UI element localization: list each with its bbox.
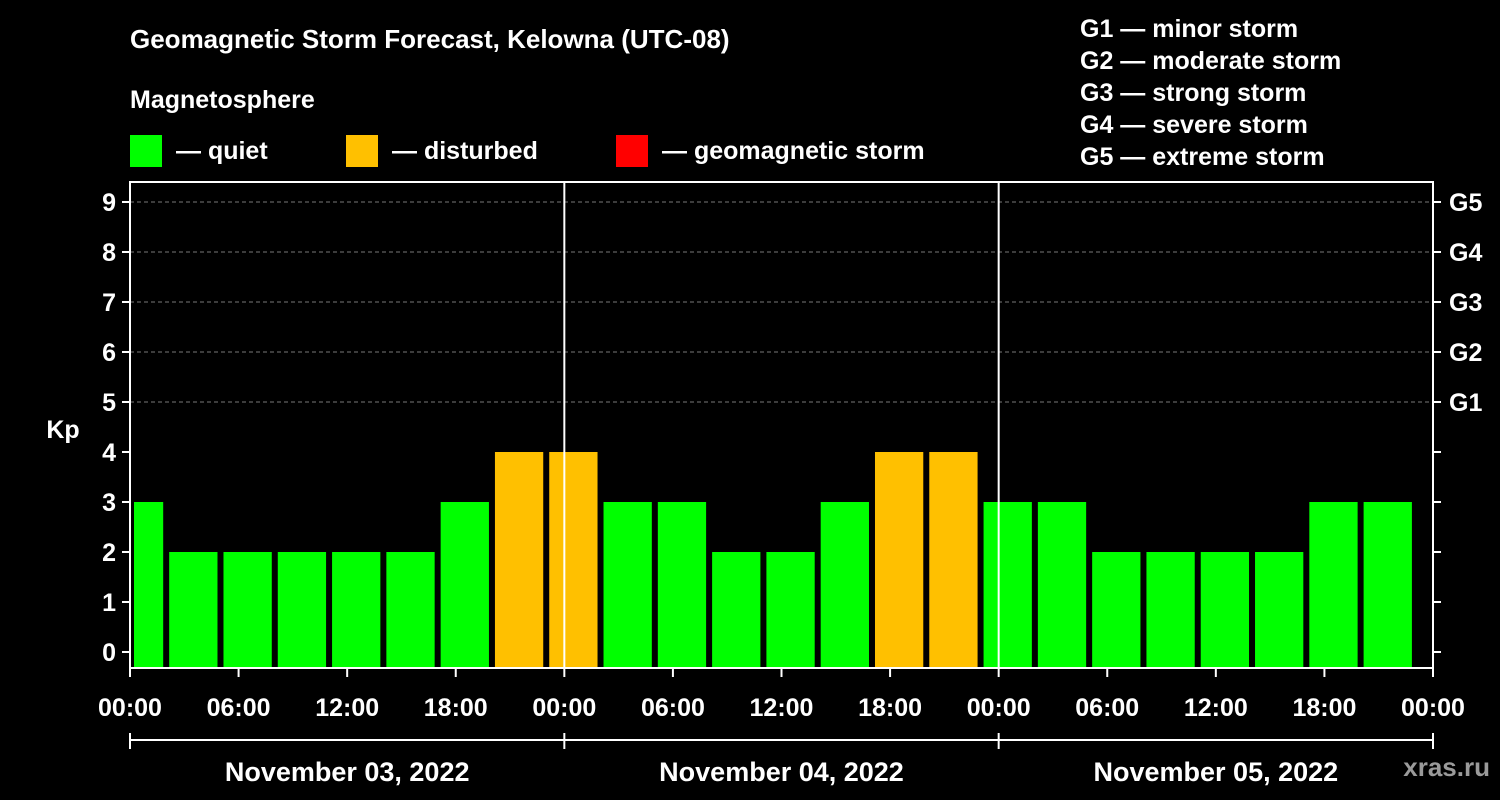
legend-swatch-disturbed: [346, 135, 378, 167]
legend-swatch-storm: [616, 135, 648, 167]
legend-item-disturbed: — disturbed: [346, 134, 538, 168]
kp-bar: [277, 552, 327, 668]
x-tick-label: 00:00: [532, 694, 596, 722]
g-level-label: G5: [1449, 189, 1482, 217]
x-tick-label: 00:00: [967, 694, 1031, 722]
y-tick-label: 2: [102, 539, 116, 567]
kp-bar: [657, 502, 707, 668]
x-tick-label: 00:00: [1401, 694, 1465, 722]
kp-bar: [603, 502, 652, 668]
legend-label-quiet: — quiet: [176, 136, 268, 165]
g-level-label: G2: [1449, 339, 1482, 367]
x-tick-label: 06:00: [207, 694, 271, 722]
y-axis-label: Kp: [46, 416, 79, 444]
x-tick-label: 06:00: [1075, 694, 1139, 722]
chart-title: Geomagnetic Storm Forecast, Kelowna (UTC…: [130, 24, 730, 54]
y-tick-label: 7: [102, 289, 116, 317]
kp-bar: [386, 552, 435, 668]
y-tick-label: 5: [102, 389, 116, 417]
kp-bar: [929, 452, 978, 668]
y-tick-label: 3: [102, 489, 116, 517]
x-tick-label: 00:00: [98, 694, 162, 722]
kp-bar: [332, 552, 381, 668]
date-label: November 04, 2022: [659, 757, 904, 787]
kp-bar: [134, 502, 164, 668]
kp-bar: [983, 502, 1032, 668]
g-level-label: G4: [1449, 239, 1482, 267]
y-tick-label: 1: [102, 589, 116, 617]
x-tick-label: 12:00: [1184, 694, 1248, 722]
kp-bar: [1092, 552, 1141, 668]
kp-bar: [1037, 502, 1087, 668]
y-tick-label: 4: [102, 439, 116, 467]
storm-scale-legend: G1 — minor storm G2 — moderate storm G3 …: [1080, 13, 1341, 173]
y-tick-label: 6: [102, 339, 116, 367]
kp-bar: [169, 552, 218, 668]
kp-bar: [1309, 502, 1358, 668]
storm-scale-g1: G1 — minor storm: [1080, 15, 1299, 43]
watermark: xras.ru: [1403, 752, 1490, 782]
g-level-label: G1: [1449, 389, 1482, 417]
kp-bar: [440, 502, 489, 668]
legend-item-quiet: — quiet: [130, 134, 268, 168]
storm-scale-g5: G5 — extreme storm: [1080, 143, 1325, 171]
kp-bar: [820, 502, 869, 668]
legend-label-disturbed: — disturbed: [392, 136, 538, 165]
storm-scale-g2: G2 — moderate storm: [1080, 47, 1342, 75]
storm-scale-g3: G3 — strong storm: [1080, 79, 1307, 107]
x-tick-label: 18:00: [1292, 694, 1356, 722]
g-level-label: G3: [1449, 289, 1482, 317]
storm-scale-g4: G4 — severe storm: [1080, 111, 1308, 139]
kp-bar: [766, 552, 815, 668]
kp-bar: [1146, 552, 1195, 668]
kp-bar: [494, 452, 544, 668]
kp-bar: [223, 552, 272, 668]
date-label: November 03, 2022: [225, 757, 470, 787]
kp-bar: [874, 452, 924, 668]
magnetosphere-heading: Magnetosphere: [130, 86, 315, 114]
kp-bar: [1200, 552, 1250, 668]
y-tick-label: 8: [102, 239, 116, 267]
y-tick-label: 9: [102, 189, 116, 217]
legend-swatch-quiet: [130, 135, 162, 167]
x-tick-label: 18:00: [424, 694, 488, 722]
kp-bar: [1363, 502, 1412, 668]
kp-bar: [1255, 552, 1304, 668]
legend-label-storm: — geomagnetic storm: [662, 136, 925, 165]
kp-bar: [712, 552, 761, 668]
x-tick-label: 12:00: [315, 694, 379, 722]
date-label: November 05, 2022: [1094, 757, 1339, 787]
x-tick-label: 06:00: [641, 694, 705, 722]
x-tick-label: 18:00: [858, 694, 922, 722]
x-tick-label: 12:00: [750, 694, 814, 722]
legend-item-storm: — geomagnetic storm: [616, 134, 925, 168]
y-tick-label: 0: [102, 639, 116, 667]
kp-bar: [549, 452, 598, 668]
